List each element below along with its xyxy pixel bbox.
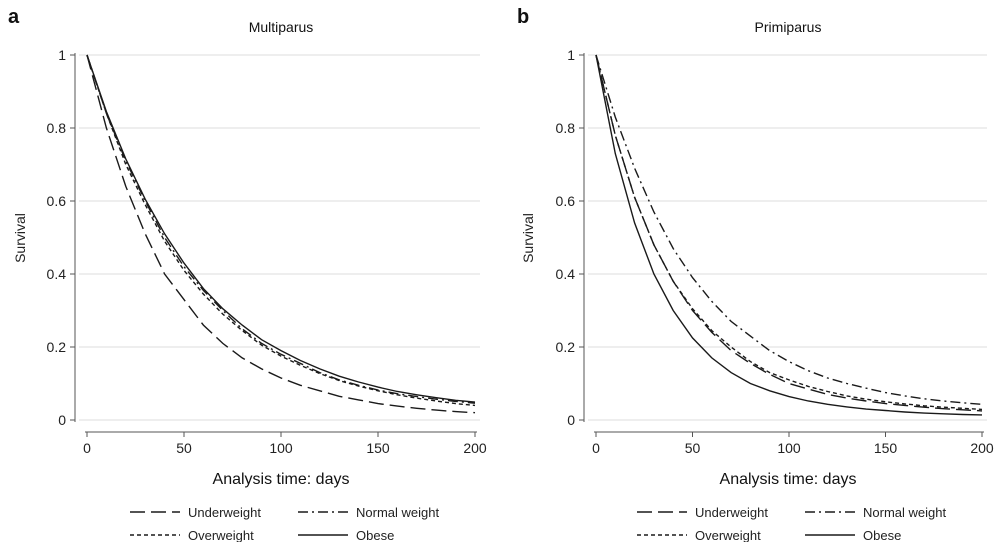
y-tick-label-b-4: 0.8 <box>556 120 576 136</box>
y-tick-label-b-3: 0.6 <box>556 193 576 209</box>
panel-b: b Primiparus Survival Analysis time: day… <box>517 6 994 543</box>
y-tick-label-b-0: 0 <box>567 412 575 428</box>
y-tick-label-a-2: 0.4 <box>47 266 67 282</box>
x-tick-label-b-2: 100 <box>777 440 801 456</box>
x-tick-label-a-2: 100 <box>269 440 293 456</box>
panel-label-a: a <box>8 6 20 28</box>
y-tick-label-b-2: 0.4 <box>556 266 576 282</box>
legend-label-b-1: Normal weight <box>863 505 946 520</box>
y-tick-label-b-1: 0.2 <box>556 339 576 355</box>
x-tick-label-b-1: 50 <box>685 440 701 456</box>
legend-a: Underweight Normal weight Overweight Obese <box>130 505 439 543</box>
y-tick-label-a-1: 0.2 <box>47 339 67 355</box>
x-tick-label-b-0: 0 <box>592 440 600 456</box>
y-tick-label-b-5: 1 <box>567 47 575 63</box>
legend-label-a-0: Underweight <box>188 505 261 520</box>
chart-title-multiparus: Multiparus <box>249 19 314 35</box>
y-tick-label-a-3: 0.6 <box>47 193 67 209</box>
legend-b: Underweight Normal weight Overweight Obese <box>637 505 946 543</box>
y-tick-label-a-5: 1 <box>58 47 66 63</box>
chart-title-primiparus: Primiparus <box>755 19 822 35</box>
series-line-a-underweight <box>86 54 476 414</box>
series-line-a-normal-weight <box>86 54 476 404</box>
x-tick-label-b-3: 150 <box>874 440 898 456</box>
legend-label-a-3: Obese <box>356 528 394 542</box>
series-line-b-overweight <box>595 54 983 411</box>
series-line-a-overweight <box>86 54 476 407</box>
legend-label-b-2: Overweight <box>695 528 761 542</box>
x-tick-label-a-3: 150 <box>366 440 390 456</box>
x-axis-label-b: Analysis time: days <box>720 471 857 488</box>
panel-label-b: b <box>517 6 529 28</box>
y-axis-label-b: Survival <box>520 213 536 263</box>
legend-label-a-2: Overweight <box>188 528 254 542</box>
panel-a: a Multiparus Survival Analysis time: day… <box>8 6 487 543</box>
y-tick-label-a-0: 0 <box>58 412 66 428</box>
series-line-b-normal-weight <box>595 54 983 405</box>
x-tick-label-a-1: 50 <box>176 440 192 456</box>
legend-label-b-0: Underweight <box>695 505 768 520</box>
x-tick-label-b-4: 200 <box>970 440 994 456</box>
series-line-b-obese <box>595 54 983 416</box>
legend-label-a-1: Normal weight <box>356 505 439 520</box>
y-tick-label-a-4: 0.8 <box>47 120 67 136</box>
legend-label-b-3: Obese <box>863 528 901 542</box>
x-tick-label-a-4: 200 <box>463 440 487 456</box>
series-line-a-obese <box>86 54 476 403</box>
x-tick-label-a-0: 0 <box>83 440 91 456</box>
x-axis-label-a: Analysis time: days <box>213 471 350 488</box>
y-axis-label-a: Survival <box>12 213 28 263</box>
